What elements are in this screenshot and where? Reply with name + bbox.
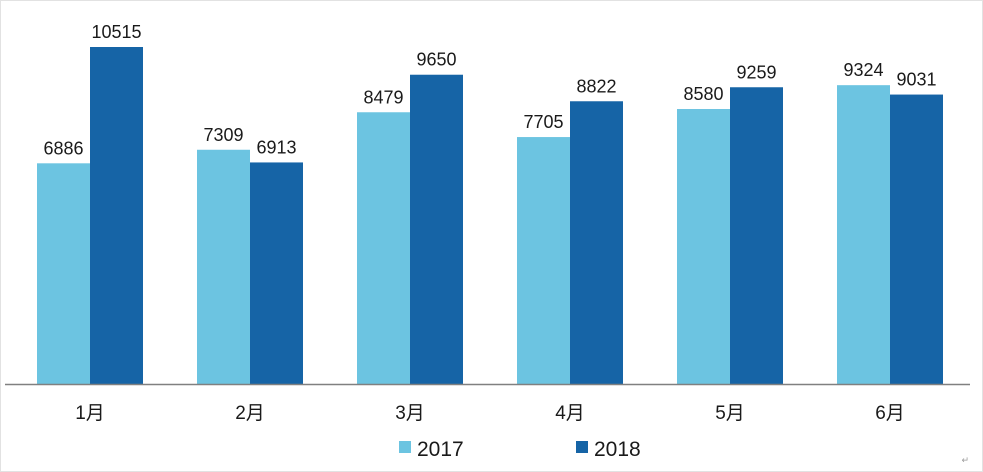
bar-2017-1 <box>37 163 90 384</box>
data-label-2018-2: 6913 <box>256 137 296 157</box>
data-label-2017-5: 8580 <box>683 84 723 104</box>
legend-label-2017: 2017 <box>417 438 464 461</box>
corner-mark: ↵ <box>961 455 969 465</box>
category-labels-group: 1月 2月 3月 4月 5月 6月 <box>75 403 905 424</box>
data-label-2017-3: 8479 <box>363 87 403 107</box>
data-label-2018-5: 9259 <box>736 62 776 82</box>
data-label-2017-4: 7705 <box>523 112 563 132</box>
x-tick-label-2: 2月 <box>235 403 265 424</box>
x-tick-label-3: 3月 <box>395 403 425 424</box>
data-label-2017-2: 7309 <box>203 125 243 145</box>
bar-2018-4 <box>570 101 623 384</box>
x-tick-label-4: 4月 <box>555 403 585 424</box>
data-label-2018-4: 8822 <box>576 76 616 96</box>
bar-2018-1 <box>90 47 143 384</box>
bar-2018-6 <box>890 94 943 384</box>
data-label-2018-3: 9650 <box>416 50 456 70</box>
x-tick-label-5: 5月 <box>715 403 745 424</box>
data-label-2017-6: 9324 <box>843 60 883 80</box>
bar-2018-2 <box>250 162 303 384</box>
bar-2017-3 <box>357 112 410 384</box>
bar-2017-2 <box>197 149 250 384</box>
bar-2017-6 <box>837 85 890 384</box>
legend-swatch-2017 <box>399 441 411 453</box>
data-label-2018-6: 9031 <box>896 70 936 90</box>
legend: 2017 2018 <box>399 438 641 461</box>
data-label-2017-1: 6886 <box>43 138 83 158</box>
bar-2017-5 <box>677 109 730 385</box>
bars-group <box>37 47 943 385</box>
legend-label-2018: 2018 <box>594 438 641 461</box>
data-label-2018-1: 10515 <box>91 22 141 42</box>
bar-2018-3 <box>410 74 463 384</box>
x-tick-label-1: 1月 <box>75 403 105 424</box>
bar-2017-4 <box>517 137 570 384</box>
x-tick-label-6: 6月 <box>875 403 905 424</box>
data-labels-group: 6886 10515 7309 6913 8479 9650 7705 8822 8580 925… <box>43 22 936 158</box>
bar-2018-5 <box>730 87 783 384</box>
legend-swatch-2018 <box>576 441 588 453</box>
